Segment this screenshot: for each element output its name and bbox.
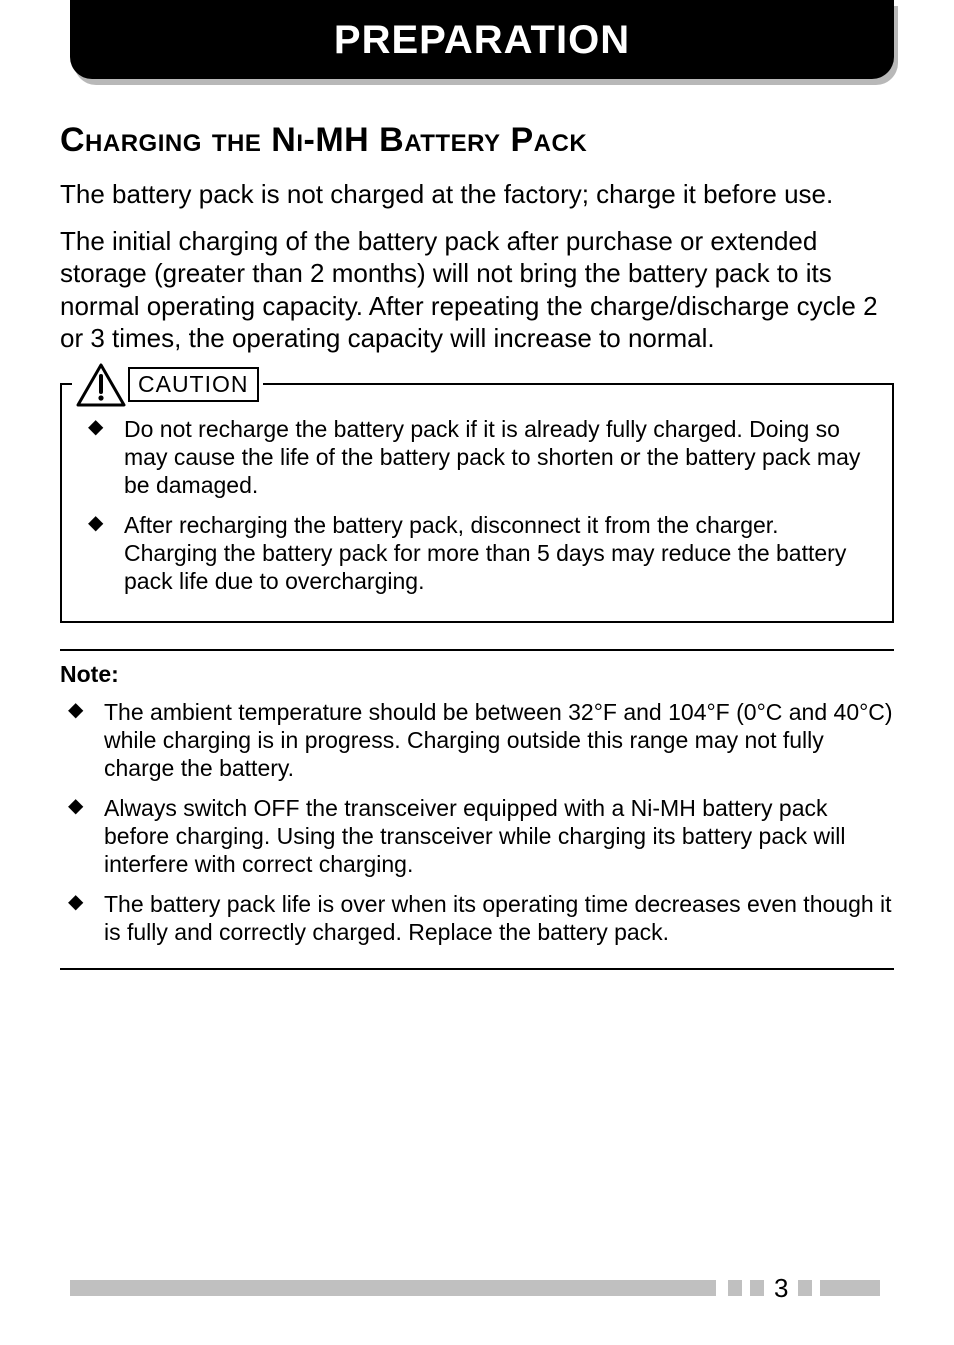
footer-tick — [750, 1280, 764, 1296]
caution-item: After recharging the battery pack, disco… — [80, 511, 874, 595]
note-item: Always switch OFF the transceiver equipp… — [60, 794, 894, 878]
footer-bar-left — [70, 1280, 716, 1296]
caution-item: Do not recharge the battery pack if it i… — [80, 415, 874, 499]
page-title: PREPARATION — [70, 18, 894, 63]
intro-paragraph-2: The initial charging of the battery pack… — [60, 225, 894, 355]
caution-box: CAUTION Do not recharge the battery pack… — [60, 383, 894, 623]
footer-ticks-left — [728, 1280, 764, 1296]
section-heading: Charging the Ni-MH Battery Pack — [60, 121, 894, 160]
page-number: 3 — [774, 1273, 788, 1304]
note-item: The battery pack life is over when its o… — [60, 890, 894, 946]
caution-list: Do not recharge the battery pack if it i… — [80, 415, 874, 595]
header-band: PREPARATION — [70, 0, 894, 79]
footer-tick — [728, 1280, 742, 1296]
warning-triangle-icon — [76, 363, 126, 407]
footer-tick — [798, 1280, 812, 1296]
page-footer: 3 — [0, 1277, 954, 1299]
note-block: Note: The ambient temperature should be … — [60, 649, 894, 970]
caution-legend: CAUTION — [72, 363, 263, 407]
footer-bar-right — [820, 1280, 880, 1296]
note-list: The ambient temperature should be betwee… — [60, 698, 894, 946]
intro-paragraph-1: The battery pack is not charged at the f… — [60, 178, 894, 211]
note-label: Note: — [60, 661, 894, 688]
footer-ticks-right — [798, 1280, 812, 1296]
caution-label: CAUTION — [128, 367, 259, 402]
note-item: The ambient temperature should be betwee… — [60, 698, 894, 782]
